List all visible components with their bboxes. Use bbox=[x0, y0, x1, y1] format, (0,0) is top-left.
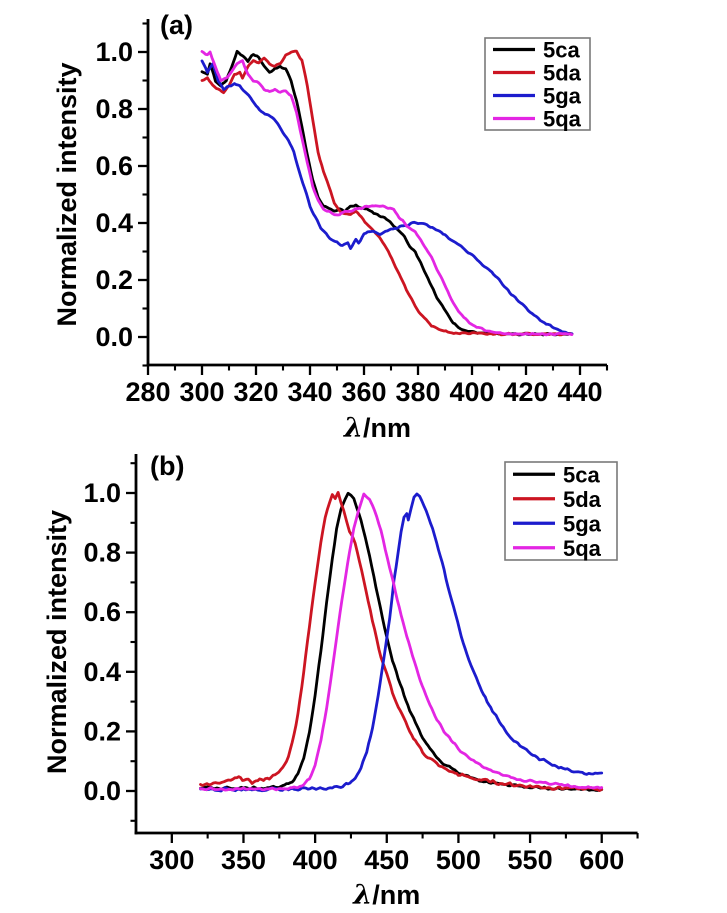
series-5qa-curve bbox=[200, 50, 574, 337]
x-tick-label: 350 bbox=[221, 845, 266, 875]
legend-item-5ca: 5ca bbox=[513, 462, 600, 487]
y-tick-label: 0.0 bbox=[83, 776, 121, 806]
y-axis-label: Normalized intensity bbox=[52, 62, 82, 326]
series-5da-curve bbox=[199, 491, 604, 792]
y-tick-label: 1.0 bbox=[95, 37, 133, 67]
y-tick-label: 0.6 bbox=[95, 151, 133, 181]
legend-item-label: 5ga bbox=[543, 84, 582, 109]
x-tick-label: 340 bbox=[287, 377, 332, 407]
x-tick-label: 380 bbox=[395, 377, 440, 407]
x-tick-label: 400 bbox=[293, 845, 338, 875]
legend-item-label: 5da bbox=[563, 487, 602, 512]
y-tick-label: 0.2 bbox=[83, 716, 121, 746]
legend-item-label: 5qa bbox=[563, 536, 602, 561]
panel-a: 280 300 320 340 360 380 400 420 4400.00.20.40.60… bbox=[52, 10, 609, 444]
x-tick-label: 450 bbox=[364, 845, 409, 875]
x-ticks: 300 350 400 450 500 550 600 bbox=[149, 833, 639, 875]
legend-item-label: 5da bbox=[543, 61, 582, 86]
x-tick-label: 400 bbox=[449, 377, 494, 407]
y-tick-label: 0.4 bbox=[83, 657, 121, 687]
x-axis-label: λ/nm bbox=[352, 880, 420, 911]
x-tick-label: 440 bbox=[557, 377, 602, 407]
x-tick-label: 600 bbox=[579, 845, 624, 875]
series-5ga-curve bbox=[200, 59, 574, 336]
y-axis-label: Normalized intensity bbox=[42, 510, 72, 774]
y-tick-label: 0.8 bbox=[83, 538, 121, 568]
x-tick-label: 300 bbox=[179, 377, 224, 407]
legend-item-label: 5ca bbox=[543, 38, 580, 63]
legend-item-5qa: 5qa bbox=[513, 536, 602, 561]
x-tick-label: 300 bbox=[149, 845, 194, 875]
y-tick-label: 0.6 bbox=[83, 597, 121, 627]
legend-item-5ga: 5ga bbox=[513, 511, 602, 536]
legend-item-5da: 5da bbox=[513, 487, 602, 512]
x-tick-label: 360 bbox=[341, 377, 386, 407]
x-tick-label: 320 bbox=[233, 377, 278, 407]
legend-item-5da: 5da bbox=[493, 61, 582, 86]
y-ticks: 0.0 0.2 0.4 0.6 0.8 1.0 bbox=[95, 22, 148, 367]
x-axis-label: λ/nm bbox=[343, 413, 411, 444]
y-tick-label: 0.0 bbox=[95, 322, 133, 352]
legend-item-5ga: 5ga bbox=[493, 84, 582, 109]
panel-letter: (a) bbox=[160, 10, 193, 40]
panel-b: 300 350 400 450 500 550 600 0.0 0.2 0.4 0.6 0.8 1.0 λ… bbox=[42, 451, 639, 911]
legend-box bbox=[504, 461, 618, 561]
x-tick-label: 550 bbox=[508, 845, 553, 875]
y-tick-label: 0.8 bbox=[95, 94, 133, 124]
x-tick-label: 420 bbox=[503, 377, 548, 407]
legend-box bbox=[484, 37, 591, 131]
y-ticks: 0.0 0.2 0.4 0.6 0.8 1.0 bbox=[83, 462, 136, 822]
y-tick-label: 0.4 bbox=[95, 208, 133, 238]
y-tick-label: 0.2 bbox=[95, 265, 133, 295]
legend-item-5ca: 5ca bbox=[493, 38, 580, 63]
legend-item-label: 5ca bbox=[563, 462, 600, 487]
x-ticks: 280 300 320 340 360 380 400 420 440 bbox=[125, 365, 609, 407]
legend-item-5qa: 5qa bbox=[493, 107, 582, 132]
x-tick-label: 280 bbox=[125, 377, 170, 407]
y-tick-label: 1.0 bbox=[83, 478, 121, 508]
x-tick-label: 500 bbox=[436, 845, 481, 875]
series-5qa-curve bbox=[199, 492, 604, 792]
panel-letter: (b) bbox=[150, 451, 184, 481]
legend-item-label: 5ga bbox=[563, 511, 602, 536]
legend-item-label: 5qa bbox=[543, 107, 582, 132]
